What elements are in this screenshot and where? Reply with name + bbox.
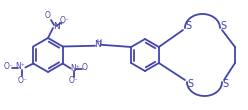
Text: O: O: [82, 63, 88, 72]
Text: S: S: [222, 79, 228, 89]
Text: H: H: [96, 39, 102, 45]
Text: O: O: [45, 10, 51, 19]
Text: S: S: [185, 21, 191, 31]
Text: N: N: [54, 21, 60, 30]
Text: N⁺: N⁺: [70, 64, 80, 73]
Text: O⁻: O⁻: [69, 76, 79, 85]
Text: O⁻: O⁻: [3, 62, 13, 71]
Text: O⁻: O⁻: [17, 76, 27, 85]
Text: +: +: [58, 20, 63, 26]
Text: S: S: [187, 79, 193, 89]
Text: S: S: [220, 21, 226, 31]
Text: N: N: [94, 40, 101, 49]
Text: O⁻: O⁻: [60, 16, 70, 25]
Text: N⁺: N⁺: [15, 62, 25, 71]
